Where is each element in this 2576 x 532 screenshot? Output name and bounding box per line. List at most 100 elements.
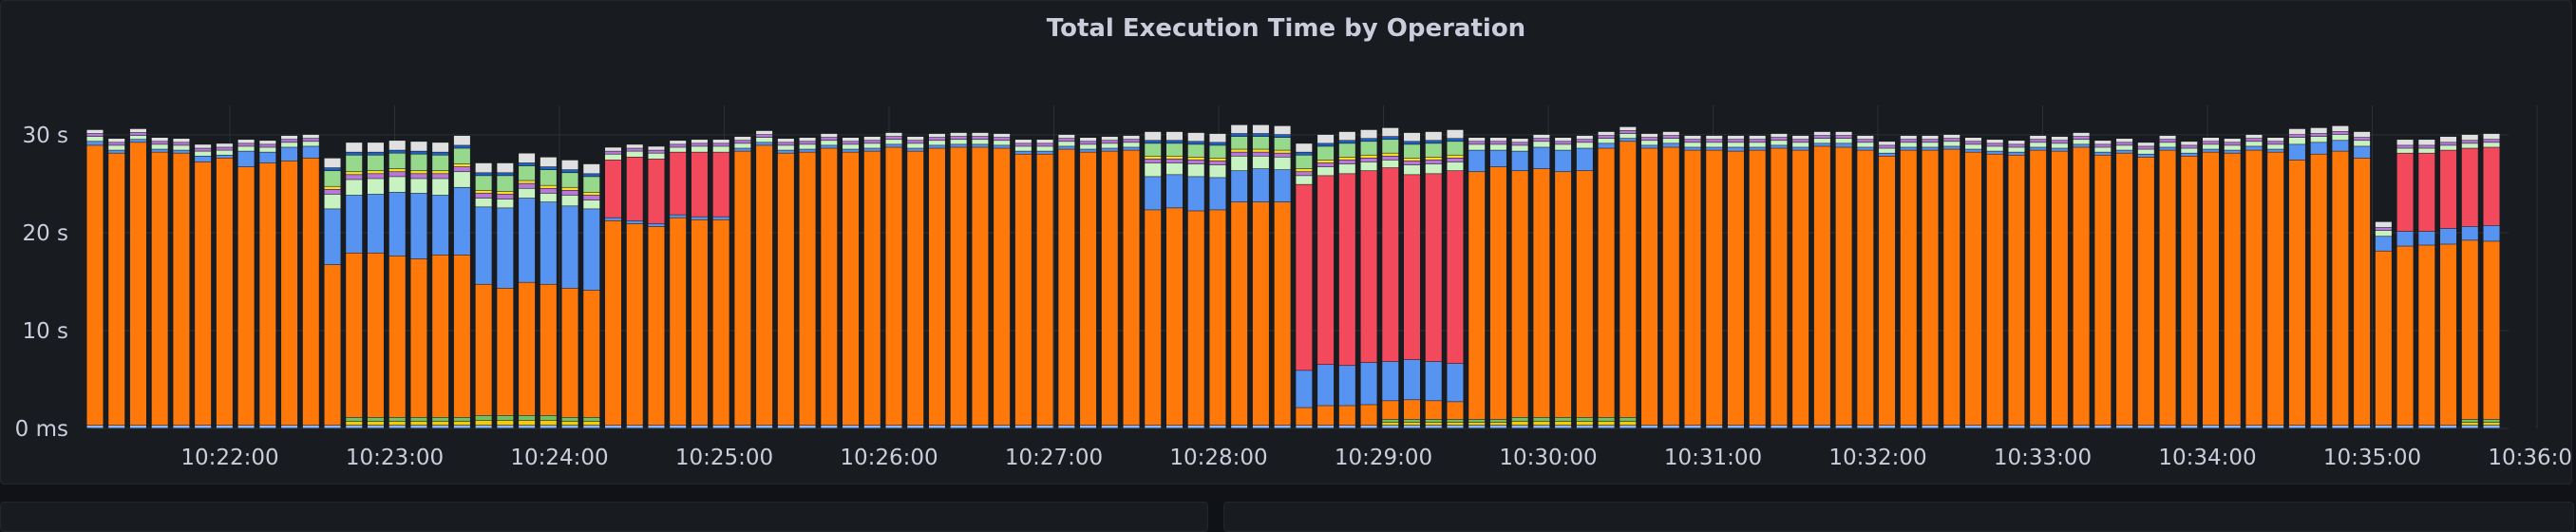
bar-segment <box>2461 425 2478 428</box>
bar-segment <box>2137 146 2154 149</box>
bar-segment <box>972 425 989 428</box>
bar-segment <box>1641 133 1658 138</box>
bar-segment <box>1619 133 1637 139</box>
bar-segment <box>540 425 557 428</box>
bar-segment <box>734 425 751 428</box>
bar-segment <box>605 218 622 220</box>
bar-segment <box>583 421 600 426</box>
bar-segment <box>583 425 600 428</box>
bar-segment <box>1641 138 1658 141</box>
bar-segment <box>2051 143 2068 148</box>
bar-segment <box>1900 135 1917 140</box>
bar-segment <box>195 425 212 428</box>
bar-segment <box>1274 425 1291 428</box>
bar-segment <box>777 142 794 145</box>
bar-segment <box>1360 162 1377 171</box>
bar-segment <box>583 163 600 174</box>
bar-segment <box>1468 422 1486 426</box>
bar-segment <box>1922 147 1939 150</box>
bar-segment <box>734 141 751 143</box>
bar-segment <box>1360 129 1377 139</box>
bar-segment <box>519 183 536 188</box>
bar-segment <box>1145 210 1162 426</box>
bar-segment <box>1382 160 1399 168</box>
bar-segment <box>410 193 427 259</box>
bottom-panel-left <box>0 502 1208 532</box>
bar-segment <box>885 425 902 428</box>
bar-segment <box>237 425 255 428</box>
bar-segment <box>1425 401 1442 420</box>
bar-segment <box>799 142 816 144</box>
bar-segment <box>497 425 514 428</box>
bar-segment <box>1900 147 1917 150</box>
bar-segment <box>2418 153 2435 232</box>
bar-segment <box>1296 152 1313 155</box>
bar-segment <box>367 253 384 418</box>
bar-segment <box>756 138 773 142</box>
bar-segment <box>388 417 406 422</box>
bar-segment <box>843 144 860 149</box>
bar-segment <box>2116 145 2133 150</box>
bar-segment <box>2483 140 2500 142</box>
bar-segment <box>497 176 514 192</box>
bar-segment <box>108 145 125 150</box>
bar-segment <box>821 145 838 148</box>
x-tick-label: 10:24:00 <box>510 446 608 470</box>
bar-segment <box>497 199 514 208</box>
bar-segment <box>346 155 363 172</box>
bar-segment <box>1835 425 1852 428</box>
bar-segment <box>410 174 427 179</box>
bar-segment <box>2073 132 2090 137</box>
bar-segment <box>151 425 168 428</box>
bar-segment <box>519 198 536 282</box>
bar-segment <box>1036 154 1053 426</box>
bar-segment <box>346 417 363 422</box>
bar-segment <box>1727 425 1744 428</box>
bar-segment <box>475 425 492 428</box>
bar-segment <box>1404 422 1421 426</box>
bar-segment <box>2181 142 2198 145</box>
bar-segment <box>2159 425 2176 428</box>
bar-segment <box>2440 228 2457 244</box>
bar-segment <box>1338 131 1355 141</box>
bar-segment <box>2332 131 2349 135</box>
bar-segment <box>453 421 470 426</box>
bar-segment <box>2354 425 2371 428</box>
bar-segment <box>1662 425 1679 428</box>
bar-segment <box>432 179 449 196</box>
bar-segment <box>2159 140 2176 142</box>
bar-segment <box>453 172 470 187</box>
bar-segment <box>108 150 125 153</box>
bar-segment <box>1684 142 1701 147</box>
bar-segment <box>519 180 536 183</box>
bar-segment <box>1101 136 1118 141</box>
bar-segment <box>994 141 1011 145</box>
bar-segment <box>2224 425 2241 428</box>
bar-segment <box>928 425 945 428</box>
bar-segment <box>1771 425 1788 428</box>
bar-segment <box>1317 160 1335 163</box>
bar-segment <box>648 146 665 150</box>
bar-segment <box>1792 150 1809 426</box>
bar-segment <box>324 186 341 190</box>
bar-segment <box>1231 136 1248 149</box>
bar-stacks <box>86 124 2500 428</box>
bar-segment <box>734 148 751 151</box>
bar-segment <box>821 425 838 428</box>
bar-segment <box>950 136 967 140</box>
bar-segment <box>1252 136 1269 149</box>
bar-segment <box>1468 144 1486 150</box>
bar-segment <box>1792 140 1809 142</box>
bar-segment <box>1943 134 1960 139</box>
bar-segment <box>950 144 967 147</box>
bar-segment <box>950 132 967 137</box>
bar-segment <box>1598 425 1615 428</box>
bar-segment <box>799 425 816 428</box>
bar-segment <box>129 425 146 428</box>
bar-segment <box>1555 421 1572 426</box>
bar-segment <box>1209 164 1226 178</box>
bar-segment <box>2418 145 2435 148</box>
bar-segment <box>1360 139 1377 142</box>
bar-segment <box>1425 141 1442 143</box>
bar-segment <box>367 171 384 174</box>
